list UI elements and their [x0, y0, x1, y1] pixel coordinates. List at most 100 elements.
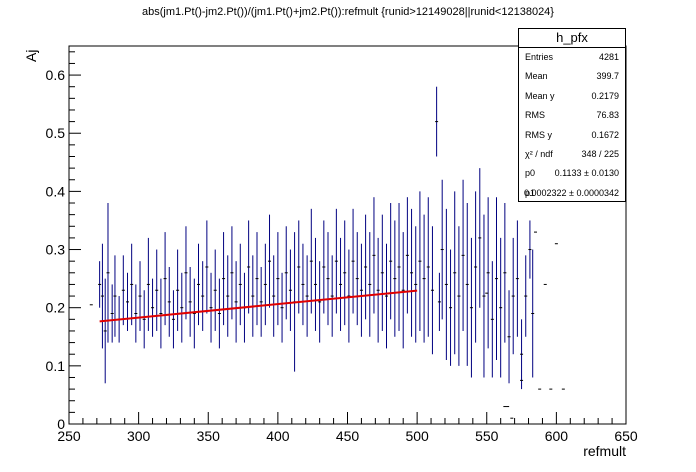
data-point — [121, 255, 125, 326]
data-point — [272, 255, 276, 337]
data-point — [188, 266, 192, 337]
data-point — [209, 272, 213, 343]
stats-rows: Entries 4281 Mean 399.7 Mean y 0.2179 RMS 76.83… — [519, 48, 625, 203]
data-point — [507, 290, 511, 384]
data-point — [453, 191, 457, 355]
x-tick-label: 450 — [336, 428, 360, 444]
x-axis: 250 300 350 400 450 500 550 600 650 — [57, 412, 638, 444]
stats-row: p0 0.1133 ± 0.0130 — [519, 164, 625, 183]
stats-key: Mean — [525, 71, 548, 82]
data-point — [364, 214, 368, 320]
data-point — [213, 249, 217, 331]
data-point — [465, 203, 469, 366]
data-point — [125, 272, 129, 331]
data-point — [397, 203, 401, 331]
x-tick-label: 250 — [57, 428, 81, 444]
x-tick-label: 550 — [475, 428, 499, 444]
data-point — [528, 220, 532, 279]
data-point — [113, 255, 117, 337]
data-point — [110, 284, 114, 343]
data-point — [171, 290, 175, 349]
data-point — [259, 266, 263, 337]
data-point — [515, 220, 519, 337]
data-point — [494, 197, 498, 361]
data-point — [474, 191, 478, 343]
data-point — [288, 249, 292, 331]
data-point — [184, 226, 188, 320]
stats-value: 76.83 — [596, 110, 619, 121]
data-point — [499, 237, 503, 378]
data-point — [313, 237, 317, 331]
data-point — [280, 272, 284, 343]
data-point — [100, 243, 104, 349]
data-point — [461, 179, 465, 331]
stats-key: χ² / ndf — [525, 148, 553, 159]
data-point — [130, 243, 134, 326]
y-axis-label: Aj — [23, 50, 39, 62]
data-point — [449, 249, 453, 366]
data-point — [401, 232, 405, 349]
data-point — [410, 208, 414, 337]
data-point — [486, 197, 490, 349]
data-point — [334, 208, 338, 314]
data-point — [418, 191, 422, 331]
data-point — [159, 278, 163, 349]
x-tick-label: 600 — [545, 428, 569, 444]
data-point — [380, 214, 384, 331]
data-point — [276, 232, 280, 326]
data-point — [238, 243, 242, 326]
y-tick-label: 0.5 — [46, 125, 66, 141]
stats-box: h_pfx Entries 4281 Mean 399.7 Mean y 0.2179 RM… — [518, 28, 626, 202]
stats-key: p1 — [525, 187, 536, 198]
data-point — [339, 237, 343, 331]
data-point — [503, 203, 507, 343]
data-point — [230, 226, 234, 320]
stats-row: p1 0.0002322 ± 0.0000342 — [519, 184, 625, 203]
data-point — [142, 290, 146, 349]
data-point — [305, 255, 309, 337]
x-tick-label: 300 — [127, 428, 151, 444]
data-point — [134, 284, 138, 343]
stats-row: Mean 399.7 — [519, 67, 625, 86]
data-point — [490, 261, 494, 378]
stats-row: Entries 4281 — [519, 48, 625, 67]
data-point — [422, 214, 426, 343]
data-point — [217, 278, 221, 349]
data-point — [322, 220, 326, 314]
data-point — [437, 272, 441, 331]
data-point — [138, 261, 142, 331]
data-point — [192, 278, 196, 349]
y-tick-label: 0.4 — [46, 183, 66, 199]
data-point — [205, 220, 209, 314]
data-point — [359, 243, 363, 337]
data-point — [176, 249, 180, 331]
y-axis: 0 0.1 0.2 0.3 0.4 0.5 0.6 — [46, 51, 81, 432]
data-point — [355, 232, 359, 326]
data-point — [531, 249, 535, 378]
data-point — [180, 272, 184, 343]
y-tick-label: 0.2 — [46, 300, 66, 316]
data-point — [297, 220, 301, 314]
x-tick-label: 650 — [614, 428, 638, 444]
stats-value: 0.0002322 ± 0.0000342 — [523, 187, 619, 198]
data-point — [301, 243, 305, 326]
stats-key: p0 — [525, 168, 536, 179]
data-point — [98, 261, 102, 308]
stats-value: 399.7 — [596, 71, 619, 82]
data-point — [368, 232, 372, 337]
stats-row: RMS 76.83 — [519, 106, 625, 125]
y-tick-label: 0.3 — [46, 242, 66, 258]
data-point — [482, 214, 486, 378]
data-point — [440, 179, 444, 320]
data-point — [384, 243, 388, 349]
data-point — [343, 220, 347, 326]
data-point — [247, 220, 251, 314]
stats-value: 0.1672 — [591, 129, 619, 140]
data-point — [393, 220, 397, 337]
data-point — [457, 226, 461, 366]
data-point — [430, 226, 434, 355]
data-point — [330, 255, 334, 337]
y-tick-label: 0.6 — [46, 67, 66, 83]
x-tick-label: 400 — [266, 428, 290, 444]
data-point — [318, 261, 322, 343]
